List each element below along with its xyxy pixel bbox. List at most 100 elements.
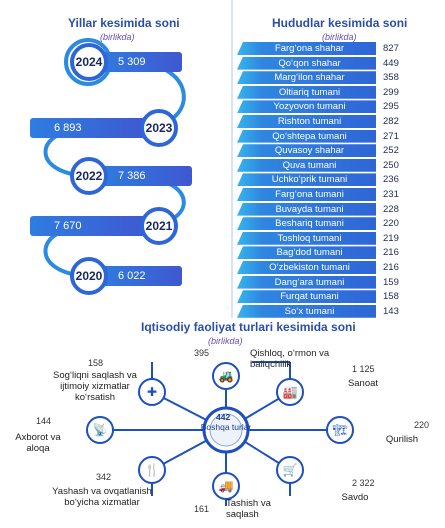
region-bar [237,231,376,245]
region-row: Qo‘shtepa tumani 271 [237,129,442,144]
region-name: Buvayda tumani [275,203,344,215]
activity-label: Savdo [341,492,369,503]
region-bar [237,71,376,85]
region-bar [237,144,376,158]
year-value: 6 893 [54,122,82,134]
year-circle: 2020 [70,257,108,295]
years-timeline [43,38,186,278]
region-bar [237,188,376,201]
region-value: 449 [383,57,399,69]
region-row: Qo‘qon shahar 449 [237,56,442,71]
region-bar [237,115,376,128]
region-row: O‘zbekiston tumani 216 [237,261,442,275]
activity-label: Qurilish [385,434,419,445]
activities-title: Iqtisodiy faoliyat turlari kesimida soni [141,320,356,334]
region-value: 236 [383,174,399,186]
year-value: 7 386 [118,170,146,182]
region-bar [237,56,376,70]
activity-label: Sog‘liqni saqlash va ijtimoiy xizmatlar … [53,370,137,403]
page-border [231,0,233,318]
region-value: 219 [383,232,399,244]
region-name: Qo‘qon shahar [278,57,341,69]
region-name: Farg‘ona tumani [275,189,344,200]
region-name: Farg‘ona shahar [274,43,345,54]
region-bar [237,100,376,114]
region-bar [237,158,376,172]
region-bar [237,217,376,231]
region-row: Quvasoy shahar 252 [237,144,442,158]
activity-value: 158 [88,358,104,368]
region-bar [237,85,376,99]
region-row: Toshloq tumani 219 [237,231,442,246]
activity-label: Sanoat [347,378,379,389]
factory-icon: 🏭 [276,378,304,406]
region-value: 158 [383,291,399,303]
antenna-icon: 📡 [86,416,114,444]
region-name: Quva tumani [282,159,337,171]
region-name: Oltiariq tumani [278,86,341,98]
region-value: 295 [383,101,399,113]
region-row: Marg‘ilon shahar 358 [237,71,442,85]
region-bar [237,290,376,304]
dining-icon: 🍴 [138,456,166,484]
activity-value: 144 [36,416,52,426]
regions-subtitle: (birlikda) [322,32,357,42]
region-name: Bag‘dod tumani [276,247,343,259]
region-value: 216 [383,247,399,259]
activity-value: 395 [194,348,210,358]
years-title: Yillar kesimida soni [68,16,180,30]
region-bar [237,275,376,289]
year-value-bar: 7 386 [96,166,192,186]
region-bar [237,246,376,260]
region-row: Yozyovon tumani 295 [237,100,442,114]
center-label: Boshqa turlar [200,422,252,432]
region-name: Quvasoy shahar [274,145,345,157]
region-name: Dang‘ara tumani [274,276,345,288]
region-bar [237,42,376,55]
truck-icon: 🚚 [212,472,240,500]
activity-value: 342 [96,472,112,482]
activity-value: 1 125 [352,364,375,374]
year-value-bar: 7 670 [30,216,150,236]
year-value-bar: 5 309 [96,52,182,72]
activity-label: Qishloq, o‘rmon va baliqchilik [250,348,330,370]
region-value: 220 [383,218,399,230]
region-name: Furqat tumani [280,291,339,303]
years-subtitle: (birlikda) [100,32,135,42]
cart-icon: 🛒 [276,456,304,484]
region-bar [237,202,376,216]
activity-label: Yashash va ovqatlanish bo‘yicha xizmatla… [52,486,152,508]
region-row: Beshariq tumani 220 [237,217,442,231]
region-name: Yozyovon tumani [273,101,346,113]
region-name: O‘zbekiston tumani [269,262,350,273]
medical-icon: ✚ [138,378,166,406]
region-bar [237,304,376,318]
year-value-bar: 6 022 [96,266,182,286]
region-row: Buvayda tumani 228 [237,202,442,217]
activity-value: 161 [194,504,210,514]
region-value: 159 [383,276,399,288]
year-value: 5 309 [118,56,146,68]
region-name: So‘x tumani [284,305,335,317]
region-row: Uchko‘prik tumani 236 [237,173,442,187]
region-value: 282 [383,116,399,127]
region-bar [237,173,376,187]
activities-subtitle: (birlikda) [208,336,243,346]
region-name: Toshloq tumani [277,232,342,244]
region-row: Farg‘ona tumani 231 [237,188,442,202]
region-name: Marg‘ilon shahar [274,72,345,84]
region-row: Farg‘ona shahar 827 [237,42,442,56]
region-row: Bag‘dod tumani 216 [237,246,442,260]
region-value: 228 [383,203,399,215]
region-value: 231 [383,189,399,200]
regions-title: Hududlar kesimida soni [272,16,408,30]
activity-label: Tashish va saqlash [226,498,271,520]
year-value: 6 022 [118,270,146,282]
region-name: Qo‘shtepa tumani [272,130,347,142]
region-row: Furqat tumani 158 [237,290,442,304]
region-value: 827 [383,43,399,54]
region-value: 358 [383,72,399,84]
center-value: 442 [216,412,231,422]
year-circle: 2021 [140,207,178,245]
region-value: 299 [383,86,399,98]
